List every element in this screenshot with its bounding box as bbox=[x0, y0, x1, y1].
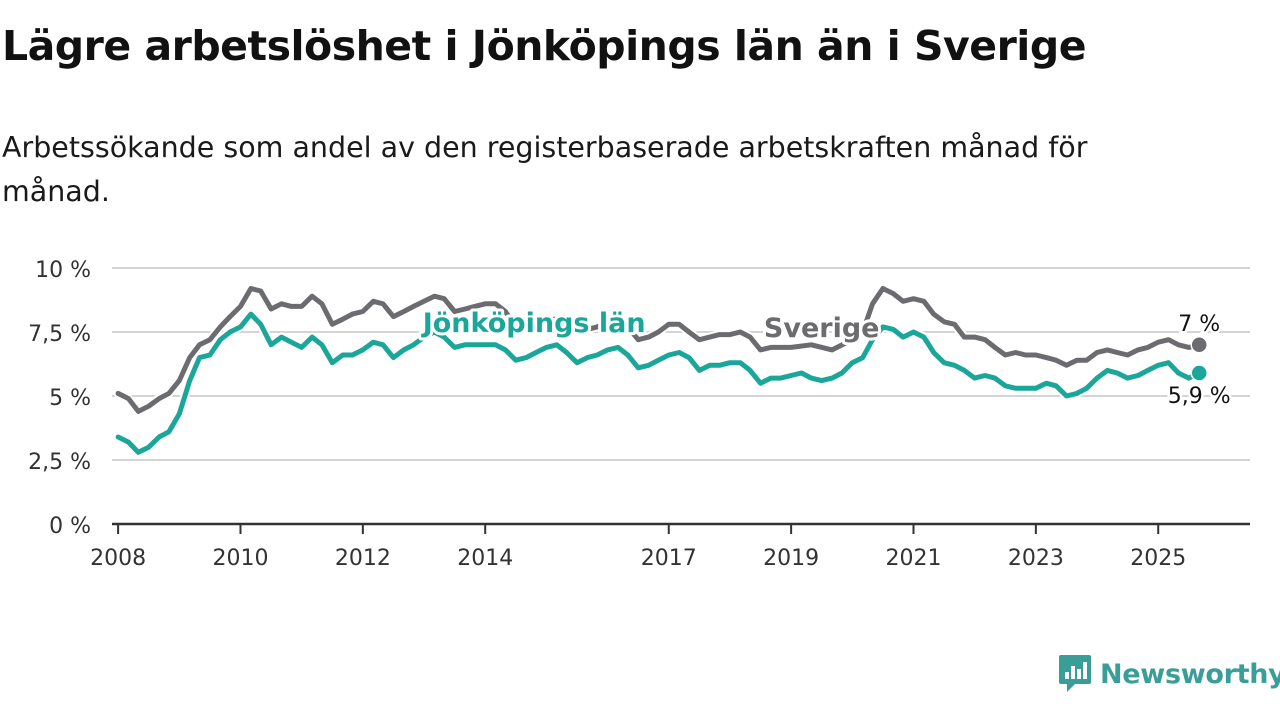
series-label: Jönköpings län bbox=[421, 308, 646, 339]
x-tick-label: 2014 bbox=[457, 546, 513, 571]
x-tick-label: 2019 bbox=[763, 546, 819, 571]
series-label: Sverige bbox=[764, 313, 880, 344]
y-tick-label: 2,5 % bbox=[28, 450, 91, 475]
brand-logo: Newsworthy bbox=[1058, 654, 1280, 694]
x-tick-label: 2008 bbox=[90, 546, 146, 571]
x-tick-label: 2010 bbox=[212, 546, 268, 571]
series-line bbox=[115, 286, 1202, 414]
y-tick-label: 7,5 % bbox=[28, 322, 91, 347]
y-tick-label: 5 % bbox=[49, 386, 91, 411]
end-point-marker bbox=[1190, 364, 1208, 382]
x-tick-label: 2025 bbox=[1130, 546, 1186, 571]
x-tick-label: 2017 bbox=[641, 546, 697, 571]
newsworthy-logo-icon bbox=[1059, 655, 1091, 692]
brand-name: Newsworthy bbox=[1100, 658, 1280, 690]
x-tick-label: 2012 bbox=[335, 546, 391, 571]
chart-title: Lägre arbetslöshet i Jönköpings län än i… bbox=[2, 22, 1087, 70]
end-value-label: 7 % bbox=[1178, 312, 1220, 337]
end-point-marker bbox=[1190, 336, 1208, 354]
x-tick-label: 2023 bbox=[1008, 546, 1064, 571]
end-value-label: 5,9 % bbox=[1168, 384, 1231, 409]
chart-subtitle: Arbetssökande som andel av den registerb… bbox=[2, 131, 1088, 208]
x-tick-label: 2021 bbox=[885, 546, 941, 571]
y-tick-label: 0 % bbox=[49, 514, 91, 539]
series-line bbox=[115, 311, 1202, 455]
y-tick-label: 10 % bbox=[35, 258, 91, 283]
